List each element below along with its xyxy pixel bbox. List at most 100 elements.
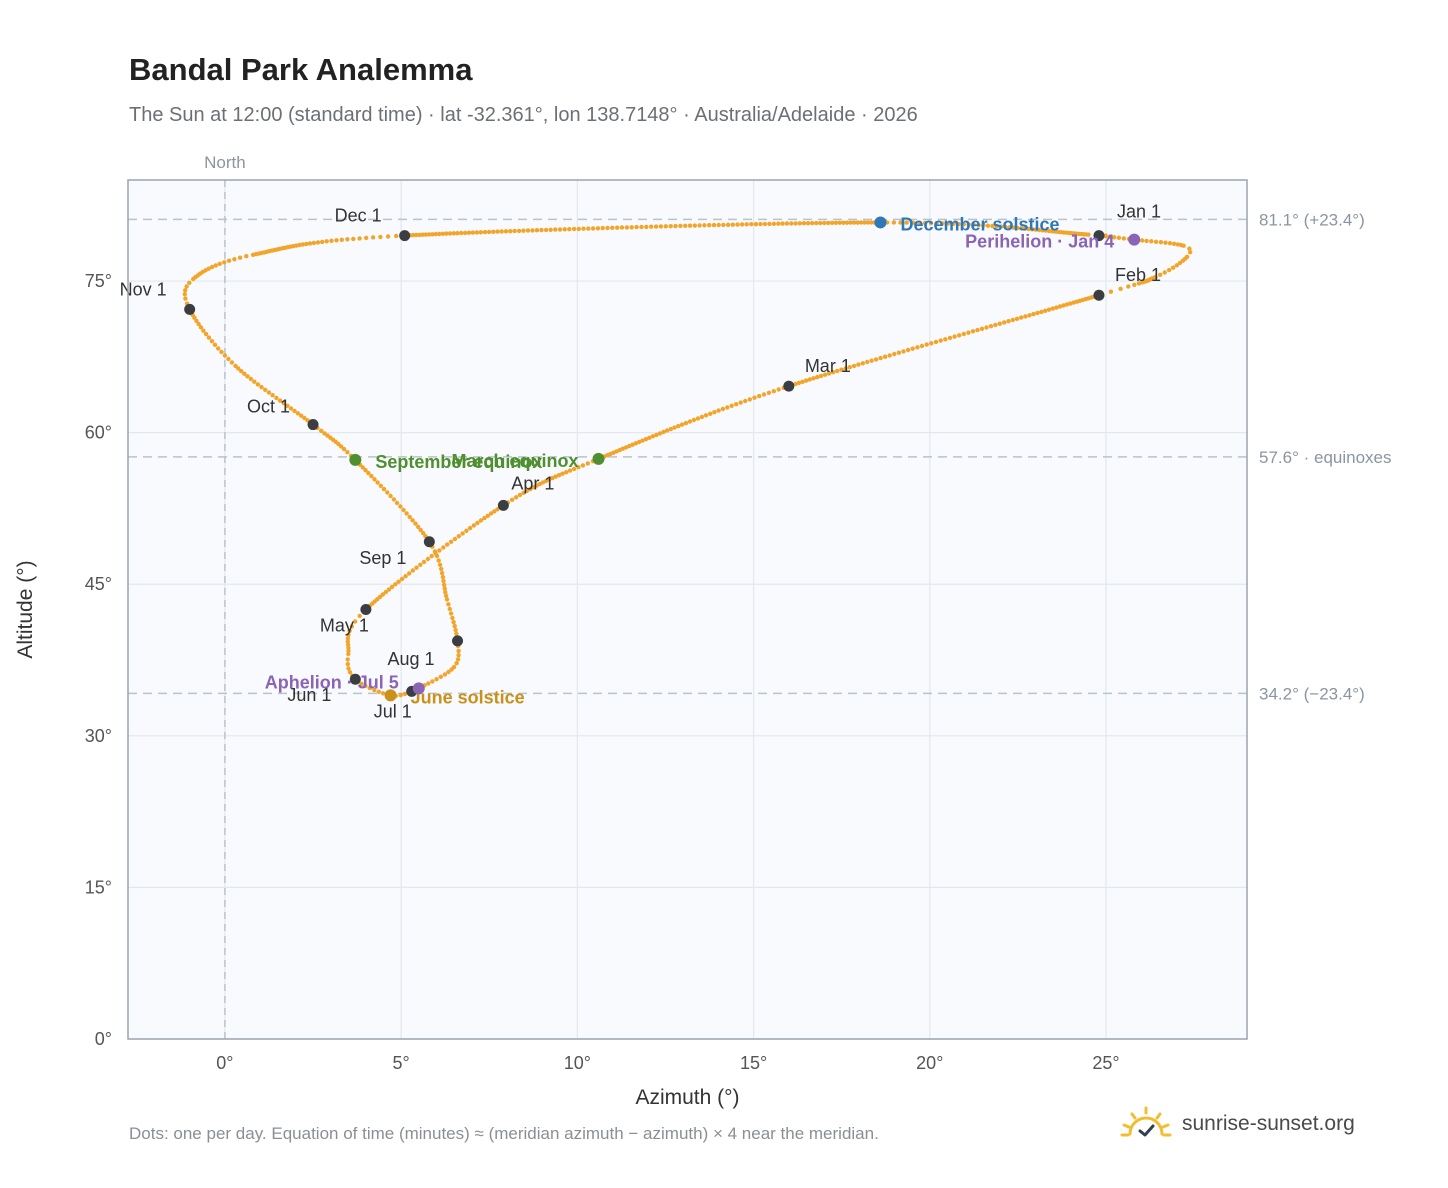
- daily-sun-dot: [460, 531, 465, 536]
- daily-sun-dot: [1023, 314, 1028, 319]
- daily-sun-dot: [910, 220, 916, 225]
- daily-sun-dot: [438, 674, 443, 679]
- daily-sun-dot: [891, 220, 897, 225]
- daily-sun-dot: [981, 223, 986, 228]
- daily-sun-dot: [239, 368, 244, 374]
- daily-sun-dot: [993, 322, 998, 328]
- daily-sun-dot: [474, 230, 480, 235]
- daily-sun-dot: [640, 438, 645, 443]
- daily-sun-dot: [325, 433, 330, 438]
- daily-sun-dot: [347, 670, 353, 675]
- daily-sun-dot: [315, 240, 321, 245]
- daily-sun-dot: [184, 284, 189, 289]
- daily-sun-dot: [437, 548, 442, 553]
- month-label: Dec 1: [335, 206, 382, 226]
- daily-sun-dot: [242, 371, 247, 376]
- daily-sun-dot: [1103, 233, 1108, 238]
- daily-sun-dot: [372, 477, 377, 482]
- daily-sun-dot: [488, 511, 494, 516]
- daily-sun-dot: [634, 224, 639, 230]
- daily-sun-dot: [630, 442, 635, 447]
- daily-sun-dot: [1068, 301, 1073, 306]
- event-label: Perihelion · Jan 4: [965, 232, 1114, 252]
- daily-sun-dot: [304, 241, 309, 247]
- daily-sun-dot: [1140, 238, 1145, 243]
- daily-sun-dot: [636, 439, 642, 445]
- daily-sun-dot: [679, 422, 685, 427]
- daily-sun-dot: [1011, 225, 1016, 230]
- daily-sun-dot: [274, 395, 279, 401]
- daily-sun-dot: [182, 292, 187, 297]
- daily-sun-dot: [245, 374, 250, 379]
- daily-sun-dot: [837, 220, 842, 225]
- daily-sun-dot: [198, 325, 204, 330]
- daily-sun-dot: [1116, 235, 1122, 240]
- event-marker: [592, 452, 605, 465]
- daily-sun-dot: [858, 220, 864, 225]
- month-marker: [783, 380, 795, 392]
- daily-sun-dot: [1158, 240, 1164, 245]
- daily-sun-dot: [187, 280, 192, 285]
- daily-sun-dot: [478, 230, 484, 235]
- daily-sun-dot: [658, 224, 664, 229]
- daily-sun-dot: [259, 384, 264, 390]
- daily-sun-dot: [793, 221, 798, 226]
- daily-sun-dot: [1171, 241, 1177, 246]
- daily-sun-dot: [1040, 228, 1045, 233]
- daily-sun-dot: [407, 571, 412, 576]
- daily-sun-dot: [691, 417, 697, 423]
- daily-sun-dot: [311, 240, 317, 246]
- daily-sun-dot: [503, 229, 509, 234]
- daily-sun-dot: [499, 229, 504, 234]
- brand[interactable]: sunrise-sunset.org: [1120, 1104, 1355, 1144]
- daily-sun-dot: [437, 231, 442, 237]
- daily-sun-dot: [183, 296, 188, 301]
- daily-sun-dot: [988, 324, 994, 329]
- brand-name: sunrise-sunset.org: [1182, 1112, 1355, 1135]
- daily-sun-dot: [543, 227, 549, 233]
- daily-sun-dot: [1132, 282, 1137, 287]
- daily-sun-dot: [672, 425, 677, 430]
- daily-sun-dot: [730, 222, 735, 227]
- daily-sun-dot: [595, 226, 601, 231]
- daily-sun-dot: [970, 329, 976, 334]
- daily-sun-dot: [901, 349, 906, 354]
- daily-sun-dot: [956, 221, 961, 227]
- daily-sun-dot: [557, 227, 563, 232]
- daily-sun-dot: [1027, 313, 1032, 318]
- daily-sun-dot: [417, 232, 422, 238]
- daily-sun-dot: [232, 257, 237, 262]
- daily-sun-dot: [478, 518, 484, 523]
- daily-sun-dot: [997, 321, 1002, 326]
- daily-sun-dot: [448, 539, 454, 544]
- daily-sun-dot: [206, 266, 211, 271]
- daily-sun-dot: [822, 220, 827, 226]
- daily-sun-dot: [222, 353, 228, 358]
- daily-sun-dot: [776, 387, 781, 392]
- daily-sun-dot: [300, 242, 306, 247]
- event-label: September equinox: [375, 452, 542, 472]
- x-axis-title: Azimuth (°): [635, 1086, 739, 1109]
- daily-sun-dot: [780, 221, 785, 226]
- daily-sun-dot: [676, 423, 681, 429]
- daily-sun-dot: [818, 220, 823, 226]
- daily-sun-dot: [571, 466, 577, 472]
- daily-sun-dot: [1153, 239, 1159, 244]
- daily-sun-dot: [367, 685, 372, 691]
- altitude-reference-label: 81.1° (+23.4°): [1259, 210, 1365, 229]
- daily-sun-dot: [389, 584, 395, 590]
- daily-sun-dot: [454, 661, 459, 666]
- daily-sun-dot: [966, 222, 971, 227]
- daily-sun-dot: [322, 431, 327, 436]
- daily-sun-dot: [928, 220, 934, 226]
- month-label: May 1: [320, 616, 369, 636]
- event-marker: [1128, 233, 1141, 246]
- daily-sun-dot: [345, 237, 350, 242]
- month-label: Oct 1: [247, 397, 290, 417]
- daily-sun-dot: [370, 235, 376, 240]
- daily-sun-dot: [668, 224, 673, 229]
- daily-sun-dot: [388, 493, 393, 499]
- daily-sun-dot: [766, 390, 772, 395]
- daily-sun-dot: [1037, 227, 1042, 233]
- daily-sun-dot: [998, 224, 1004, 229]
